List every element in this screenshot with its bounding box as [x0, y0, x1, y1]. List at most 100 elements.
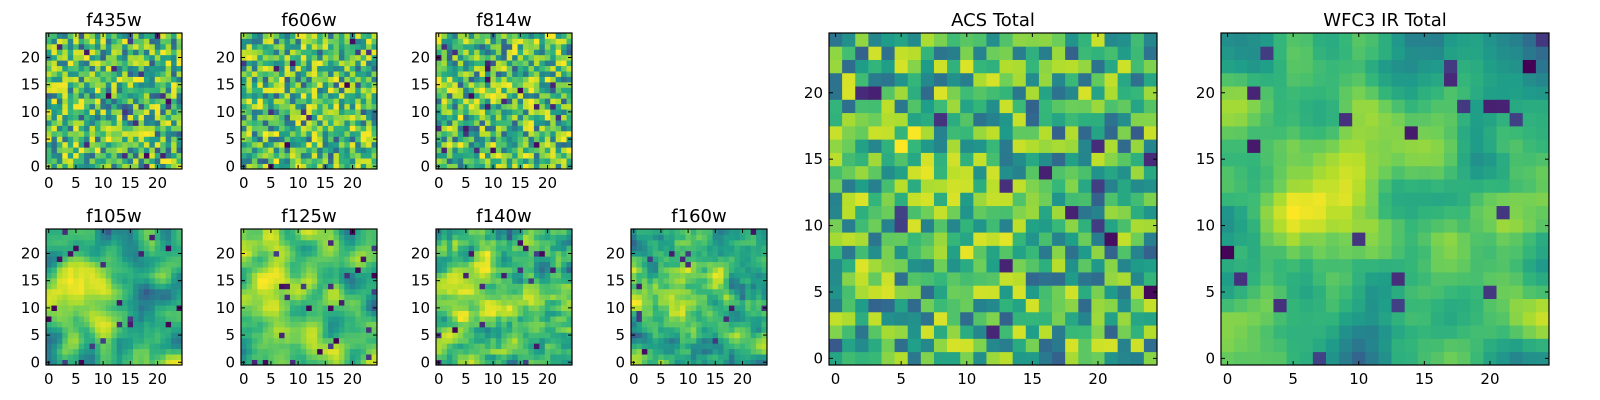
heatmap-cell	[881, 285, 895, 299]
heatmap-cell	[143, 277, 150, 284]
heatmap-cell	[739, 277, 746, 284]
heatmap-cell	[528, 92, 535, 99]
heatmap-cell	[750, 272, 757, 279]
heatmap-cell	[73, 245, 80, 252]
heatmap-cell	[881, 179, 895, 193]
heatmap-cell	[78, 103, 85, 110]
heatmap-cell	[67, 239, 74, 246]
heatmap-cell	[701, 234, 708, 241]
heatmap-cell	[868, 179, 882, 193]
heatmap-cell	[262, 109, 269, 115]
heatmap-cell	[528, 147, 535, 154]
heatmap-cell	[100, 76, 107, 83]
heatmap-cell	[523, 305, 529, 311]
heatmap-cell	[317, 43, 323, 50]
heatmap-cell	[322, 321, 329, 328]
heatmap-cell	[829, 338, 843, 353]
heatmap-cell	[647, 261, 654, 268]
heatmap-cell	[89, 299, 96, 306]
heatmap-cell	[165, 130, 172, 137]
heatmap-cell	[468, 98, 475, 105]
heatmap-cell	[84, 283, 90, 290]
heatmap-cell	[506, 43, 513, 50]
heatmap-cell	[495, 299, 502, 306]
heatmap-cell	[279, 283, 285, 290]
heatmap-cell	[111, 316, 118, 322]
heatmap-cell	[533, 283, 540, 290]
heatmap-cell	[246, 65, 253, 72]
heatmap-cell	[89, 272, 96, 279]
heatmap-cell	[51, 256, 58, 263]
y-tick-label: 15	[21, 272, 40, 290]
heatmap-cell	[333, 272, 340, 279]
heatmap-cell	[105, 277, 112, 284]
heatmap-cell	[366, 92, 372, 99]
heatmap-cell	[479, 261, 486, 268]
heatmap-cell	[51, 147, 58, 154]
heatmap-cell	[122, 288, 128, 295]
heatmap-cell	[94, 109, 101, 115]
heatmap-cell	[295, 272, 302, 279]
heatmap-cell	[154, 316, 161, 322]
heatmap-cell	[641, 283, 648, 290]
heatmap-cell	[295, 316, 302, 322]
heatmap-cell	[441, 103, 448, 110]
heatmap-cell	[116, 38, 123, 45]
heatmap-cell	[723, 348, 730, 355]
heatmap-cell	[73, 288, 80, 295]
heatmap-cell	[171, 316, 177, 322]
heatmap-cell	[111, 299, 118, 306]
heatmap-cell	[160, 114, 167, 121]
heatmap-cell	[468, 354, 475, 360]
heatmap-cell	[116, 305, 123, 311]
heatmap-cell	[67, 256, 74, 263]
heatmap-cell	[295, 256, 302, 263]
heatmap-cell	[62, 65, 69, 72]
heatmap-cell	[566, 299, 573, 306]
heatmap-cell	[100, 261, 107, 268]
heatmap-cell	[56, 256, 63, 263]
heatmap-cell	[262, 98, 269, 105]
heatmap-cell	[674, 354, 681, 360]
heatmap-cell	[652, 229, 659, 235]
heatmap-cell	[67, 250, 74, 257]
heatmap-cell	[452, 163, 459, 170]
heatmap-cell	[333, 337, 340, 344]
y-tick-label: 5	[420, 130, 430, 148]
heatmap-cell	[484, 245, 491, 252]
heatmap-cell	[67, 60, 74, 67]
heatmap-cell	[528, 310, 535, 317]
heatmap-cell	[116, 33, 123, 39]
heatmap-cell	[973, 152, 987, 167]
heatmap-cell	[566, 71, 573, 77]
x-tick-label: 10	[94, 174, 113, 192]
heatmap-cell	[441, 288, 448, 295]
heatmap-cell	[1104, 232, 1119, 246]
heatmap-cell	[468, 65, 475, 72]
heatmap-cell	[468, 348, 475, 355]
heatmap-cell	[62, 316, 69, 322]
heatmap-cell	[756, 229, 762, 235]
heatmap-cell	[647, 277, 654, 284]
heatmap-cell	[641, 343, 648, 350]
heatmap-cell	[360, 49, 367, 56]
heatmap-cell	[947, 205, 961, 220]
heatmap-cell	[523, 158, 529, 164]
heatmap-cell	[105, 43, 112, 50]
heatmap-cell	[718, 245, 724, 252]
heatmap-cell	[641, 310, 648, 317]
heatmap-cell	[842, 232, 856, 246]
heatmap-cell	[366, 316, 372, 322]
heatmap-cell	[1117, 325, 1132, 339]
heatmap-cell	[1038, 232, 1053, 246]
heatmap-cell	[251, 33, 258, 39]
heatmap-cell	[154, 136, 161, 143]
heatmap-cell	[78, 354, 85, 360]
heatmap-cell	[67, 348, 74, 355]
heatmap-cell	[868, 232, 882, 246]
heatmap-cell	[539, 239, 546, 246]
heatmap-cell	[658, 337, 665, 344]
heatmap-cell	[355, 250, 362, 257]
heatmap-cell	[436, 321, 442, 328]
